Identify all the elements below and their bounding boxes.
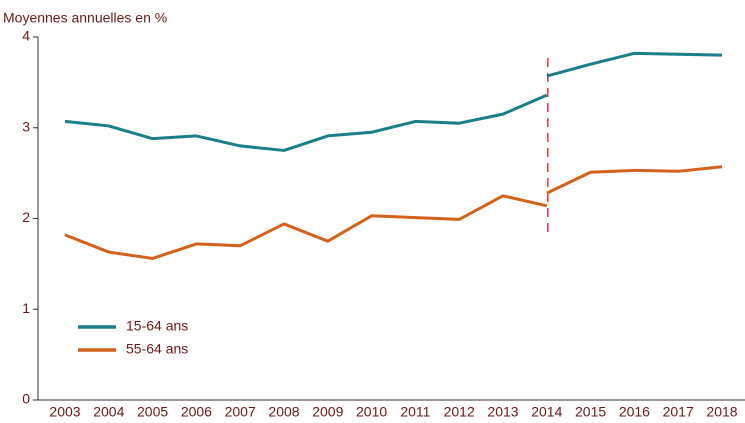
legend-label: 15-64 ans — [126, 318, 188, 334]
x-tick-label: 2017 — [663, 404, 694, 420]
x-tick-label: 2014 — [531, 404, 562, 420]
legend-label: 55-64 ans — [126, 341, 188, 357]
x-tick-label: 2004 — [93, 404, 124, 420]
x-tick-label: 2012 — [444, 404, 475, 420]
data-line — [64, 93, 548, 152]
x-tick-label: 2007 — [225, 404, 256, 420]
x-tick-label: 2006 — [181, 404, 212, 420]
data-line — [546, 51, 723, 78]
y-tick-label: 1 — [22, 300, 30, 316]
x-tick-label: 2018 — [706, 404, 737, 420]
x-tick-label: 2005 — [137, 404, 168, 420]
x-tick-label: 2013 — [487, 404, 518, 420]
x-tick-label: 2008 — [268, 404, 299, 420]
y-tick-label: 0 — [22, 391, 30, 407]
x-tick-label: 2011 — [400, 404, 430, 420]
x-tick-label: 2009 — [312, 404, 343, 420]
data-line — [64, 194, 548, 260]
x-tick-label: 2016 — [619, 404, 650, 420]
y-tick-label: 4 — [22, 28, 30, 44]
axis-title: Moyennes annuelles en % — [3, 10, 167, 26]
y-tick-label: 3 — [22, 118, 30, 134]
x-tick-label: 2003 — [49, 404, 80, 420]
x-tick-label: 2010 — [356, 404, 387, 420]
x-tick-label: 2015 — [575, 404, 606, 420]
data-line — [546, 165, 723, 195]
y-tick-label: 2 — [22, 209, 30, 225]
